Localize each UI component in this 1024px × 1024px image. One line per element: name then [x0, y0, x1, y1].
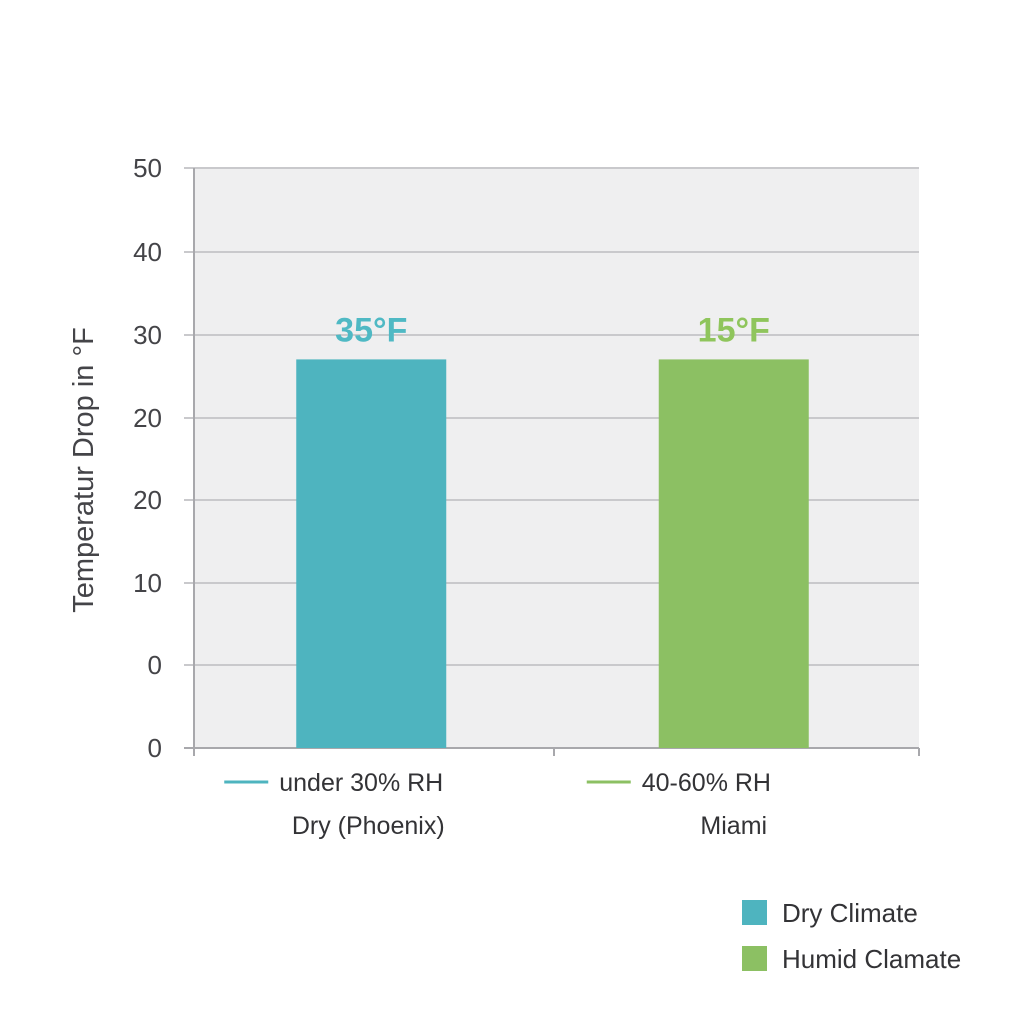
legend-label: Dry Climate	[782, 898, 918, 928]
category-sublabel-text: 40-60% RH	[642, 769, 771, 797]
category-sublabel: under 30% RH	[224, 769, 443, 797]
category-labels: under 30% RH Dry (Phoenix) 40-60% RH Miami	[224, 769, 771, 840]
y-tick-label: 30	[133, 320, 162, 350]
y-tick-label: 40	[133, 237, 162, 267]
x-category-label: Miami	[700, 812, 767, 840]
category-sublabel-text: under 30% RH	[279, 769, 443, 797]
bars	[296, 359, 809, 748]
legend-swatch	[742, 900, 767, 925]
y-tick-label: 0	[148, 733, 162, 763]
y-tick-label: 20	[133, 403, 162, 433]
y-tick-label: 0	[148, 650, 162, 680]
x-category-label: Dry (Phoenix)	[292, 812, 445, 840]
y-axis-label: Temperatur Drop in °F	[68, 327, 100, 613]
legend: Dry Climate Humid Clamate	[742, 898, 961, 974]
category-sublabel: 40-60% RH	[586, 769, 771, 797]
legend-swatch	[742, 946, 767, 971]
bar	[658, 359, 809, 748]
axes	[193, 168, 920, 756]
data-labels: 35°F 15°F	[335, 311, 770, 349]
data-label: 35°F	[335, 311, 407, 349]
y-tick-label: 50	[133, 153, 162, 183]
bar	[296, 359, 447, 748]
y-tick-label: 20	[133, 485, 162, 515]
y-tick-label: 10	[133, 568, 162, 598]
legend-label: Humid Clamate	[782, 944, 961, 974]
y-tick-labels: 0 0 10 20 20 30 40 50	[133, 153, 162, 763]
data-label: 15°F	[698, 311, 770, 349]
